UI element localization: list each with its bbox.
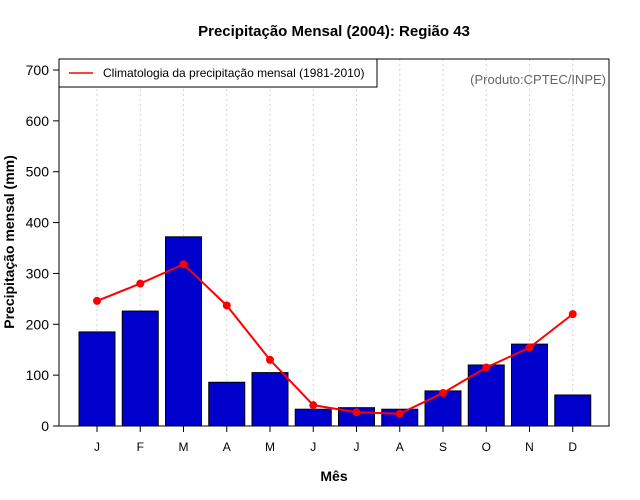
y-tick-label-300: 300: [26, 265, 50, 281]
climatology-point-11: [568, 310, 577, 319]
x-tick-label-2: M: [179, 440, 189, 454]
climatology-series: [93, 260, 577, 418]
climatology-point-2: [179, 260, 188, 269]
x-tick-label-4: M: [265, 440, 275, 454]
legend: Climatologia da precipitação mensal (198…: [58, 58, 378, 88]
bar-1: [121, 310, 159, 427]
x-tick-label-3: A: [223, 440, 231, 454]
x-tick-label-9: O: [482, 440, 491, 454]
legend-box: [58, 58, 378, 88]
chart-title: Precipitação Mensal (2004): Região 43: [198, 23, 470, 40]
source-annotation: (Produto:CPTEC/INPE): [470, 72, 606, 87]
bar-2: [165, 236, 202, 427]
x-tick-label-1: F: [137, 440, 144, 454]
x-tick-label-8: S: [439, 440, 447, 454]
x-axis-label: Mês: [320, 468, 347, 484]
bar-10: [511, 343, 548, 427]
y-axis-label: Precipitação mensal (mm): [1, 155, 17, 329]
y-tick-label-100: 100: [26, 367, 50, 383]
climatology-point-4: [266, 355, 274, 364]
bar-series: [78, 236, 592, 427]
climatology-point-7: [395, 409, 404, 418]
bar-3: [208, 381, 246, 427]
climatology-point-3: [222, 301, 231, 310]
climatology-point-1: [136, 279, 145, 288]
x-tick-label-6: J: [354, 440, 360, 454]
y-tick-label-0: 0: [41, 418, 49, 434]
x-tick-label-7: A: [396, 440, 404, 454]
climatology-point-8: [439, 388, 447, 397]
x-tick-label-11: D: [568, 440, 577, 454]
bar-11: [554, 394, 592, 427]
climatology-point-9: [482, 363, 491, 372]
bar-5: [294, 408, 332, 427]
bar-0: [78, 331, 116, 427]
y-axis: 0 100 200 300 400 500 600 700: [26, 62, 59, 434]
x-tick-label-0: J: [94, 440, 100, 454]
y-tick-label-700: 700: [26, 62, 50, 78]
climatology-line: [96, 263, 574, 415]
climatology-point-0: [93, 296, 101, 305]
climatology-point-10: [525, 343, 534, 352]
x-tick-label-5: J: [310, 440, 316, 454]
y-tick-label-400: 400: [26, 215, 50, 231]
bar-4: [251, 372, 289, 427]
y-tick-label-200: 200: [26, 316, 50, 332]
y-tick-label-600: 600: [26, 113, 50, 129]
climatology-point-5: [309, 401, 318, 410]
legend-entry: Climatologia da precipitação mensal (198…: [103, 66, 364, 80]
y-tick-label-500: 500: [26, 164, 50, 180]
x-tick-label-10: N: [525, 440, 534, 454]
climatology-point-6: [352, 408, 361, 417]
